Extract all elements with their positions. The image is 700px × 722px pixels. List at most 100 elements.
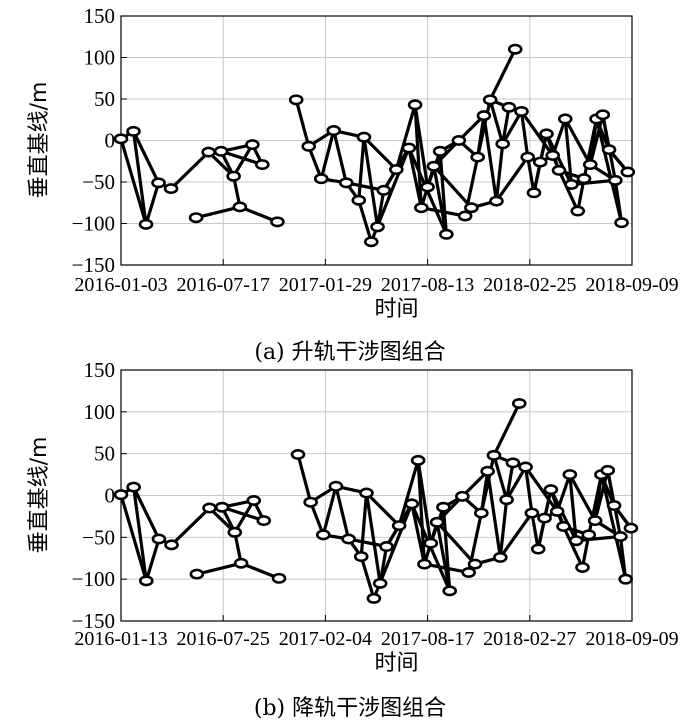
acquisition-point [246, 495, 262, 507]
acquisition-point [407, 99, 423, 111]
pair-edge [519, 109, 555, 158]
x-tick-label: 2016-01-03 [74, 274, 167, 296]
x-tick-label: 2017-08-13 [381, 274, 474, 296]
acquisition-point [467, 558, 483, 570]
acquisition-point [564, 178, 579, 190]
acquisition-point [376, 184, 392, 196]
acquisition-point [372, 577, 388, 589]
pair-edge [498, 511, 534, 560]
acquisition-point [476, 110, 492, 122]
acquisition-point [315, 529, 331, 541]
acquisition-point [455, 490, 470, 502]
pair-edge [362, 135, 380, 229]
pair-edge [555, 472, 572, 513]
acquisition-point [328, 480, 344, 492]
pair-edge [557, 168, 580, 213]
x-tick-label: 2018-02-27 [483, 628, 576, 650]
acquisition-point [389, 164, 404, 176]
pair-edge [131, 129, 148, 226]
y-tick-label: −50 [82, 170, 115, 194]
pair-edge [169, 506, 212, 547]
pair-edge [526, 155, 536, 195]
x-tick-label: 2017-01-29 [279, 274, 372, 296]
pair-edge [523, 465, 534, 515]
acquisition-point [420, 181, 435, 193]
acquisition-point [270, 216, 285, 228]
acquisition-point [432, 145, 448, 157]
pair-edge [359, 491, 369, 559]
pair-edge [561, 524, 585, 570]
acquisition-point [303, 496, 318, 508]
acquisition-point [495, 138, 510, 150]
y-tick-label: 100 [84, 400, 116, 424]
acquisition-point [570, 205, 586, 217]
pair-edge [119, 137, 148, 226]
acquisition-point [233, 557, 249, 569]
acquisition-point [568, 535, 584, 547]
x-tick-label: 2017-08-17 [381, 628, 474, 650]
x-tick-label: 2016-07-17 [177, 274, 270, 296]
acquisition-point [601, 144, 617, 156]
x-tick-label: 2018-09-09 [585, 628, 678, 650]
pair-edge [397, 458, 420, 528]
acquisition-point [532, 156, 548, 168]
pair-edge [357, 135, 366, 202]
pair-edge [132, 485, 148, 583]
acquisition-point [429, 516, 445, 528]
y-tick-label: 50 [94, 442, 115, 466]
pair-edge [359, 554, 376, 601]
acquisition-point [606, 500, 622, 512]
acquisition-point [507, 43, 523, 55]
acquisition-point [551, 164, 567, 176]
acquisition-point [271, 572, 287, 584]
pair-edge [505, 465, 528, 502]
acquisition-point [151, 533, 167, 545]
acquisition-point [151, 177, 166, 189]
acquisition-point [474, 507, 489, 519]
pair-edge [307, 144, 323, 181]
acquisition-point [501, 101, 517, 113]
acquisition-point [227, 526, 243, 538]
acquisition-point [587, 515, 603, 527]
acquisition-point [366, 592, 382, 604]
pair-edge [416, 458, 427, 566]
pair-edge [296, 452, 313, 504]
acquisition-point [464, 202, 479, 214]
acquisition-point [401, 142, 417, 154]
acquisition-point [410, 454, 426, 466]
pair-edge [219, 149, 264, 167]
acquisition-point [359, 487, 374, 499]
pair-edge [220, 505, 266, 523]
acquisition-point [505, 457, 521, 469]
acquisition-point [461, 566, 476, 578]
y-tick-label: 0 [105, 484, 116, 508]
acquisition-point [526, 187, 542, 199]
x-tick-label: 2016-07-25 [177, 628, 270, 650]
acquisition-point [113, 133, 129, 145]
acquisition-point [618, 573, 633, 585]
acquisition-point [214, 501, 230, 513]
acquisition-point [138, 575, 154, 587]
pair-edge [569, 178, 617, 187]
acquisition-point [576, 173, 592, 185]
acquisition-point [600, 464, 616, 476]
acquisition-point [245, 139, 260, 151]
acquisition-point [486, 449, 502, 461]
acquisition-point [126, 125, 141, 137]
acquisition-point [549, 505, 565, 517]
y-tick-label: 100 [84, 46, 116, 70]
pair-edge [435, 520, 477, 566]
pair-edge [568, 472, 597, 523]
pair-edge [432, 164, 473, 210]
acquisition-point [470, 151, 485, 163]
acquisition-point [163, 183, 179, 195]
acquisition-point [539, 128, 554, 140]
acquisition-point [451, 135, 467, 147]
acquisition-point [363, 236, 379, 248]
pair-edge [144, 181, 161, 226]
acquisition-point [499, 494, 514, 506]
pair-edge [574, 534, 623, 543]
pair-edge [413, 103, 423, 210]
pair-edge [294, 98, 311, 148]
